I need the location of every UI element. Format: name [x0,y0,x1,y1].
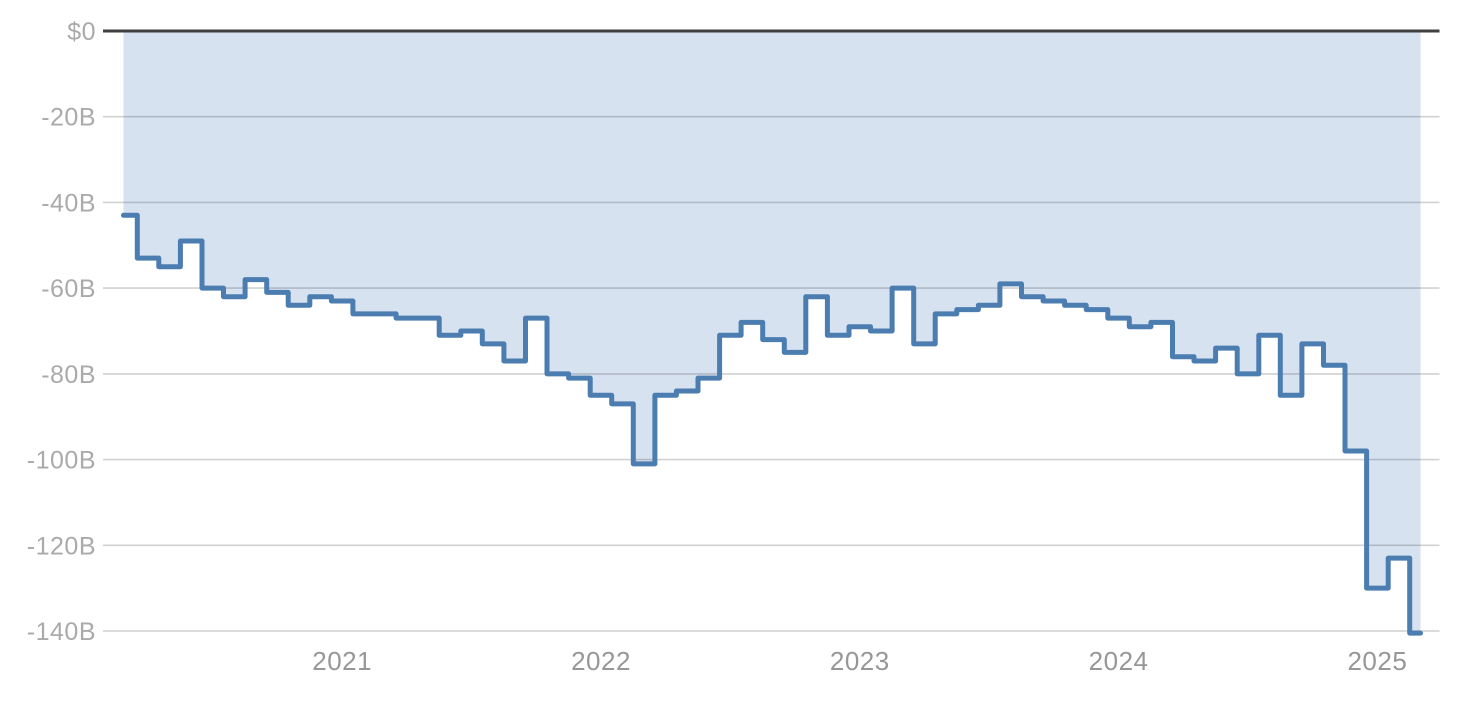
deficit-step-line [121,212,1423,636]
x-axis-year-label: 2022 [571,646,631,676]
deficit-area-fill [123,31,1421,634]
y-axis-tick-label: -100B [27,447,96,475]
x-axis-year-label: 2025 [1347,646,1407,676]
y-axis-tick-label: -60B [41,275,96,303]
x-axis-year-label: 2023 [830,646,890,676]
y-axis-tick-label: -120B [27,532,96,560]
x-axis-year-label: 2024 [1089,646,1149,676]
y-axis-tick-label: -40B [41,189,96,217]
y-axis-tick-label: $0 [67,18,96,46]
y-axis-tick-label: -80B [41,361,96,389]
y-axis-tick-label: -140B [27,618,96,646]
y-axis-tick-label: -20B [41,104,96,132]
x-axis-year-label: 2021 [312,646,372,676]
